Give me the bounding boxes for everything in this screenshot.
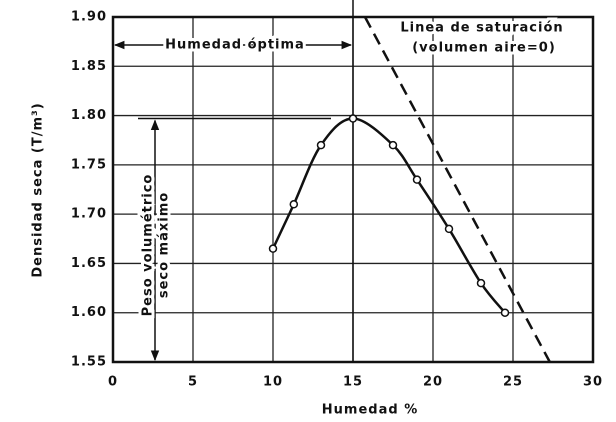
y-tick-label: 1.70 bbox=[71, 207, 107, 222]
y-tick-label: 1.75 bbox=[71, 157, 107, 172]
curve bbox=[271, 117, 506, 314]
x-tick-label: 5 bbox=[188, 375, 198, 390]
y-tick-label: 1.85 bbox=[71, 59, 107, 74]
annotation: (volumen aire=0) bbox=[412, 41, 556, 56]
annotation: seco máximo bbox=[157, 192, 172, 298]
annotation: Humedad óptima bbox=[165, 38, 305, 53]
y-tick-label: 1.80 bbox=[71, 108, 107, 123]
data-point bbox=[412, 175, 422, 184]
y-tick-label: 1.55 bbox=[71, 355, 107, 370]
saturation-line bbox=[363, 16, 551, 363]
y-axis-label: Densidad seca (T/m³) bbox=[31, 102, 46, 277]
y-tick-label: 1.90 bbox=[71, 10, 107, 25]
x-tick-label: 0 bbox=[108, 375, 118, 390]
annotation: Linea de saturación bbox=[400, 21, 563, 36]
data-point bbox=[444, 224, 454, 234]
x-tick-label: 15 bbox=[343, 375, 363, 390]
x-axis-label: Humedad % bbox=[322, 403, 418, 418]
y-tick-label: 1.60 bbox=[71, 305, 107, 320]
data-point bbox=[289, 200, 299, 209]
y-tick-label: 1.65 bbox=[71, 256, 107, 271]
x-tick-label: 10 bbox=[263, 375, 283, 390]
x-tick-label: 25 bbox=[503, 375, 523, 390]
x-tick-label: 20 bbox=[423, 375, 443, 390]
x-tick-label: 30 bbox=[583, 375, 603, 390]
data-point bbox=[268, 244, 278, 253]
data-point bbox=[348, 114, 358, 123]
data-point bbox=[476, 278, 486, 288]
data-point bbox=[388, 140, 398, 150]
data-point bbox=[500, 308, 510, 317]
data-point bbox=[316, 140, 326, 150]
annotation: Peso volumétrico bbox=[141, 174, 156, 317]
